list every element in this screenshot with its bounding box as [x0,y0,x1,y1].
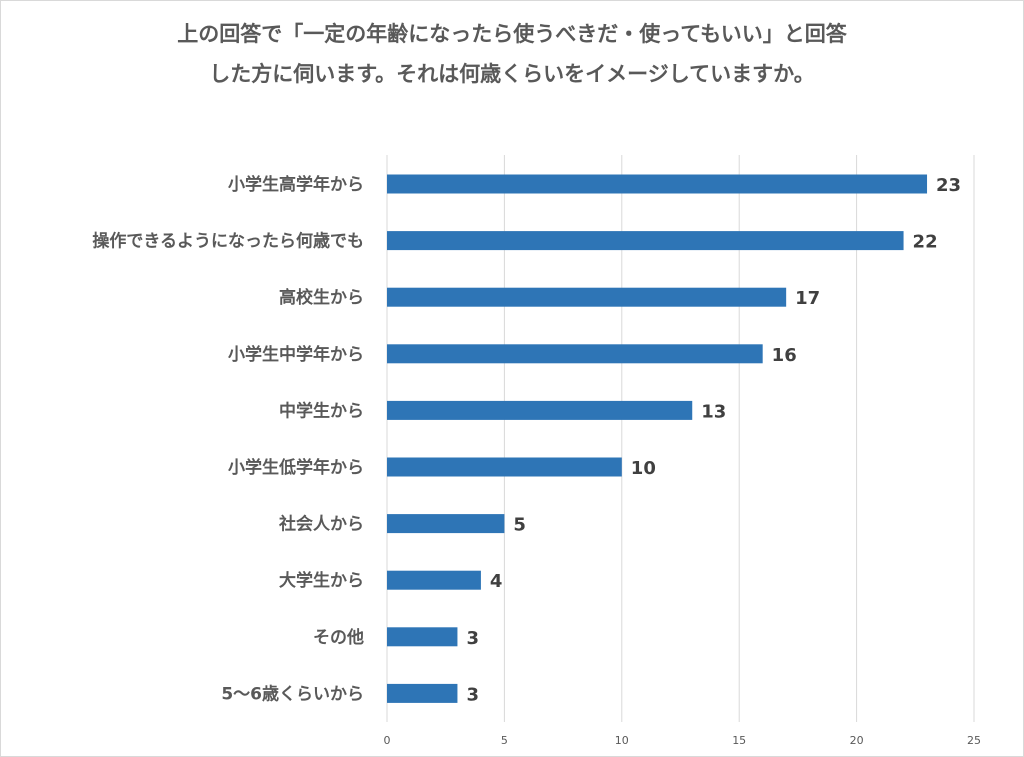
bar [387,570,481,590]
chart-title: 上の回答で「一定の年齢になったら使うべきだ・使ってもいい」と回答 した方に伺いま… [0,14,1024,94]
bar [387,344,763,364]
x-tick-label: 20 [850,734,864,747]
bar [387,457,622,477]
bar [387,174,928,194]
category-label: 小学生高学年から [228,174,364,195]
x-tick-label: 15 [732,734,746,747]
x-tick-label: 0 [384,734,391,747]
chart-title-line-1: 上の回答で「一定の年齢になったら使うべきだ・使ってもいい」と回答 [177,22,847,46]
data-label: 17 [795,288,820,309]
bar [387,627,458,647]
data-label: 3 [466,628,479,649]
data-label: 10 [631,458,656,479]
data-label: 23 [936,175,961,196]
category-label: その他 [313,627,364,648]
bar [387,287,787,307]
category-label: 社会人から [278,514,364,535]
data-label: 13 [701,401,726,422]
data-label: 22 [913,232,938,253]
x-tick-label: 25 [967,734,981,747]
data-label: 3 [466,684,479,705]
category-label: 小学生低学年から [228,457,364,478]
category-label: 操作できるようになったら何歳でも [92,231,364,252]
chart-title-line-2: した方に伺います。それは何歳くらいをイメージしていますか。 [209,62,815,86]
bar [387,683,458,703]
data-label: 4 [490,571,503,592]
x-tick-label: 5 [501,734,508,747]
category-label: 大学生から [279,570,364,591]
category-label: 5〜6歳くらいから [221,683,364,704]
bar [387,514,505,534]
data-label: 16 [772,345,797,366]
data-label: 5 [513,515,526,536]
bar [387,231,904,251]
category-label: 中学生から [279,400,364,421]
category-label: 小学生中学年から [228,344,364,365]
x-tick-label: 10 [615,734,629,747]
bar [387,400,693,420]
category-label: 高校生から [279,287,364,308]
